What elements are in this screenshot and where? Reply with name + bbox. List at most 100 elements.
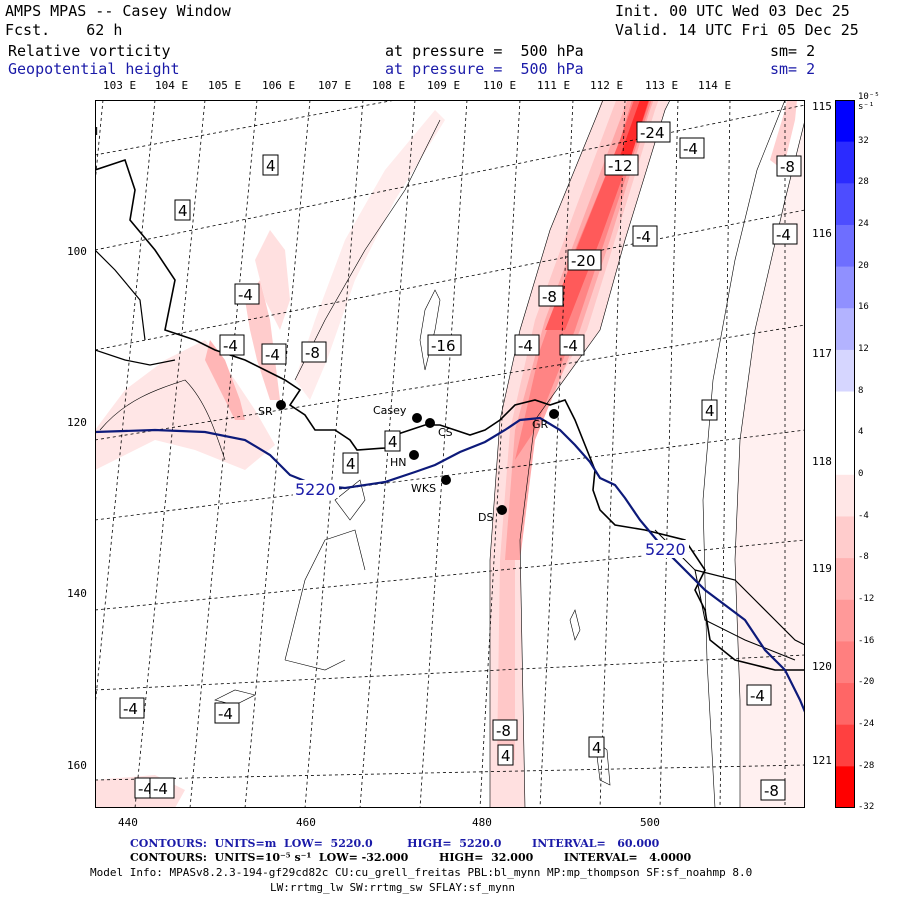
colorbar-swatch — [835, 141, 855, 184]
vorticity-contours — [99, 100, 805, 808]
map-title: AMPS MPAS -- Casey Window — [5, 2, 231, 20]
station-hn — [409, 450, 419, 460]
vorticity-contour-label: -4 — [750, 687, 765, 705]
vorticity-contour-label: 4 — [346, 455, 356, 473]
colorbar-swatch — [835, 641, 855, 684]
colorbar-units: 10⁻⁵ s⁻¹ — [858, 92, 880, 112]
vorticity-contour-label: -4 — [223, 337, 238, 355]
colorbar-label: 0 — [858, 469, 864, 479]
station-markers — [276, 400, 559, 515]
colorbar-label: 28 — [858, 177, 869, 188]
station-label-hn: HN — [390, 456, 407, 469]
graticule — [95, 100, 805, 808]
init-time: Init. 00 UTC Wed 03 Dec 25 — [615, 2, 850, 20]
footer-vorticity-contours: CONTOURS: UNITS=10⁻⁵ s⁻¹ LOW= -32.000 HI… — [130, 851, 692, 864]
colorbar-swatch — [835, 308, 855, 351]
colorbar-swatch — [835, 349, 855, 393]
colorbar-label: -32 — [858, 802, 875, 813]
colorbar-label: 32 — [858, 135, 869, 146]
lon-label: 106 E — [262, 79, 296, 92]
vorticity-contour-label: -4 — [153, 780, 168, 798]
vorticity-contour-label: -4 — [265, 346, 280, 364]
colorbar-swatch — [835, 474, 855, 517]
colorbar-label: 24 — [858, 219, 869, 230]
height-contour-5220 — [95, 416, 805, 713]
footer-model-info-2: LW:rrtmg_lw SW:rrtmg_sw SFLAY:sf_mynn — [270, 881, 516, 894]
vorticity-contour-label: -4 — [636, 228, 651, 246]
vorticity-contour-label: -8 — [542, 288, 557, 306]
station-label-casey: Casey — [373, 404, 407, 417]
colorbar-swatch — [835, 516, 855, 559]
svg-text:I: I — [95, 125, 98, 138]
vorticity-labels: -24-4-12 -844-20-4 -4-8-4-4 -4-8-4 -4-16444-… — [119, 121, 802, 801]
x-tick: 460 — [296, 816, 316, 829]
lon-label: 108 E — [372, 79, 406, 92]
colorbar-swatch — [835, 183, 855, 226]
vorticity-contour-label: 4 — [501, 747, 511, 765]
colorbar-label: -20 — [858, 677, 875, 688]
vorticity-contour-label: 4 — [266, 157, 276, 175]
colorbar-label: -16 — [858, 635, 875, 646]
vorticity-height-map: SR Casey CS HN WKS DS GR 5220 5220 -24 -4 -12 -8 4 4… — [95, 100, 805, 808]
vorticity-contour-label: -24 — [640, 124, 665, 142]
x-tick: 480 — [472, 816, 492, 829]
field2-name: Geopotential height — [8, 60, 180, 78]
vorticity-contour-label: -8 — [780, 158, 795, 176]
x-tick: 500 — [640, 816, 660, 829]
map-frame — [95, 100, 805, 808]
station-gr — [549, 409, 559, 419]
y-tick: 100 — [67, 245, 87, 258]
station-sr — [276, 400, 286, 410]
field1-level: at pressure = 500 hPa — [385, 42, 584, 60]
vorticity-contour-label: -4 — [518, 337, 533, 355]
field2-smooth: sm= 2 — [770, 60, 816, 78]
station-wks — [441, 475, 451, 485]
forecast-hour: Fcst. 62 h — [5, 21, 123, 39]
vorticity-contour-label: -8 — [764, 782, 779, 800]
station-label-sr: SR — [258, 405, 273, 418]
lon-label: 111 E — [537, 79, 571, 92]
station-label-ds: DS — [478, 511, 493, 524]
vorticity-shading-right-bands — [735, 100, 805, 808]
vorticity-contour-label: -4 — [776, 226, 791, 244]
height-contour-label: 5220 — [645, 540, 686, 559]
vorticity-contour-label: -4 — [123, 700, 138, 718]
station-casey — [412, 413, 422, 423]
colorbar-swatch — [835, 599, 855, 642]
colorbar-label: -28 — [858, 760, 875, 771]
field2-level: at pressure = 500 hPa — [385, 60, 584, 78]
y-tick: 120 — [67, 416, 87, 429]
colorbar-label: -8 — [858, 552, 869, 563]
colorbar-swatch — [835, 100, 855, 143]
lon-label: 109 E — [427, 79, 461, 92]
station-label-cs: CS — [438, 426, 453, 439]
colorbar-label: 12 — [858, 344, 869, 355]
colorbar-swatch — [835, 724, 855, 767]
vorticity-contour-label: 4 — [178, 202, 188, 220]
lon-label: 112 E — [590, 79, 624, 92]
vorticity-contour-label: -4 — [563, 337, 578, 355]
colorbar-swatch — [835, 391, 855, 434]
vorticity-contour-label: 4 — [705, 402, 715, 420]
vorticity-contour-label: -8 — [496, 722, 511, 740]
colorbar-label: 20 — [858, 260, 869, 271]
lon-label: 105 E — [208, 79, 242, 92]
map-background — [95, 100, 805, 808]
vorticity-contour-label: -20 — [571, 252, 596, 270]
vorticity-contour-label: -16 — [431, 337, 456, 355]
colorbar-swatch — [835, 766, 855, 808]
colorbar-swatch — [835, 558, 855, 601]
lon-label: 107 E — [318, 79, 352, 92]
vorticity-contour-label: 4 — [592, 739, 602, 757]
colorbar — [835, 100, 855, 808]
colorbar-swatch — [835, 683, 855, 726]
vorticity-contour-label: -4 — [138, 780, 153, 798]
station-ds — [497, 505, 507, 515]
y-tick: 160 — [67, 759, 87, 772]
field1-smooth: sm= 2 — [770, 42, 816, 60]
y-tick: 140 — [67, 587, 87, 600]
vorticity-contour-label: -12 — [608, 157, 633, 175]
x-tick: 440 — [118, 816, 138, 829]
station-label-gr: GR — [532, 418, 549, 431]
colorbar-label: -24 — [858, 718, 875, 729]
